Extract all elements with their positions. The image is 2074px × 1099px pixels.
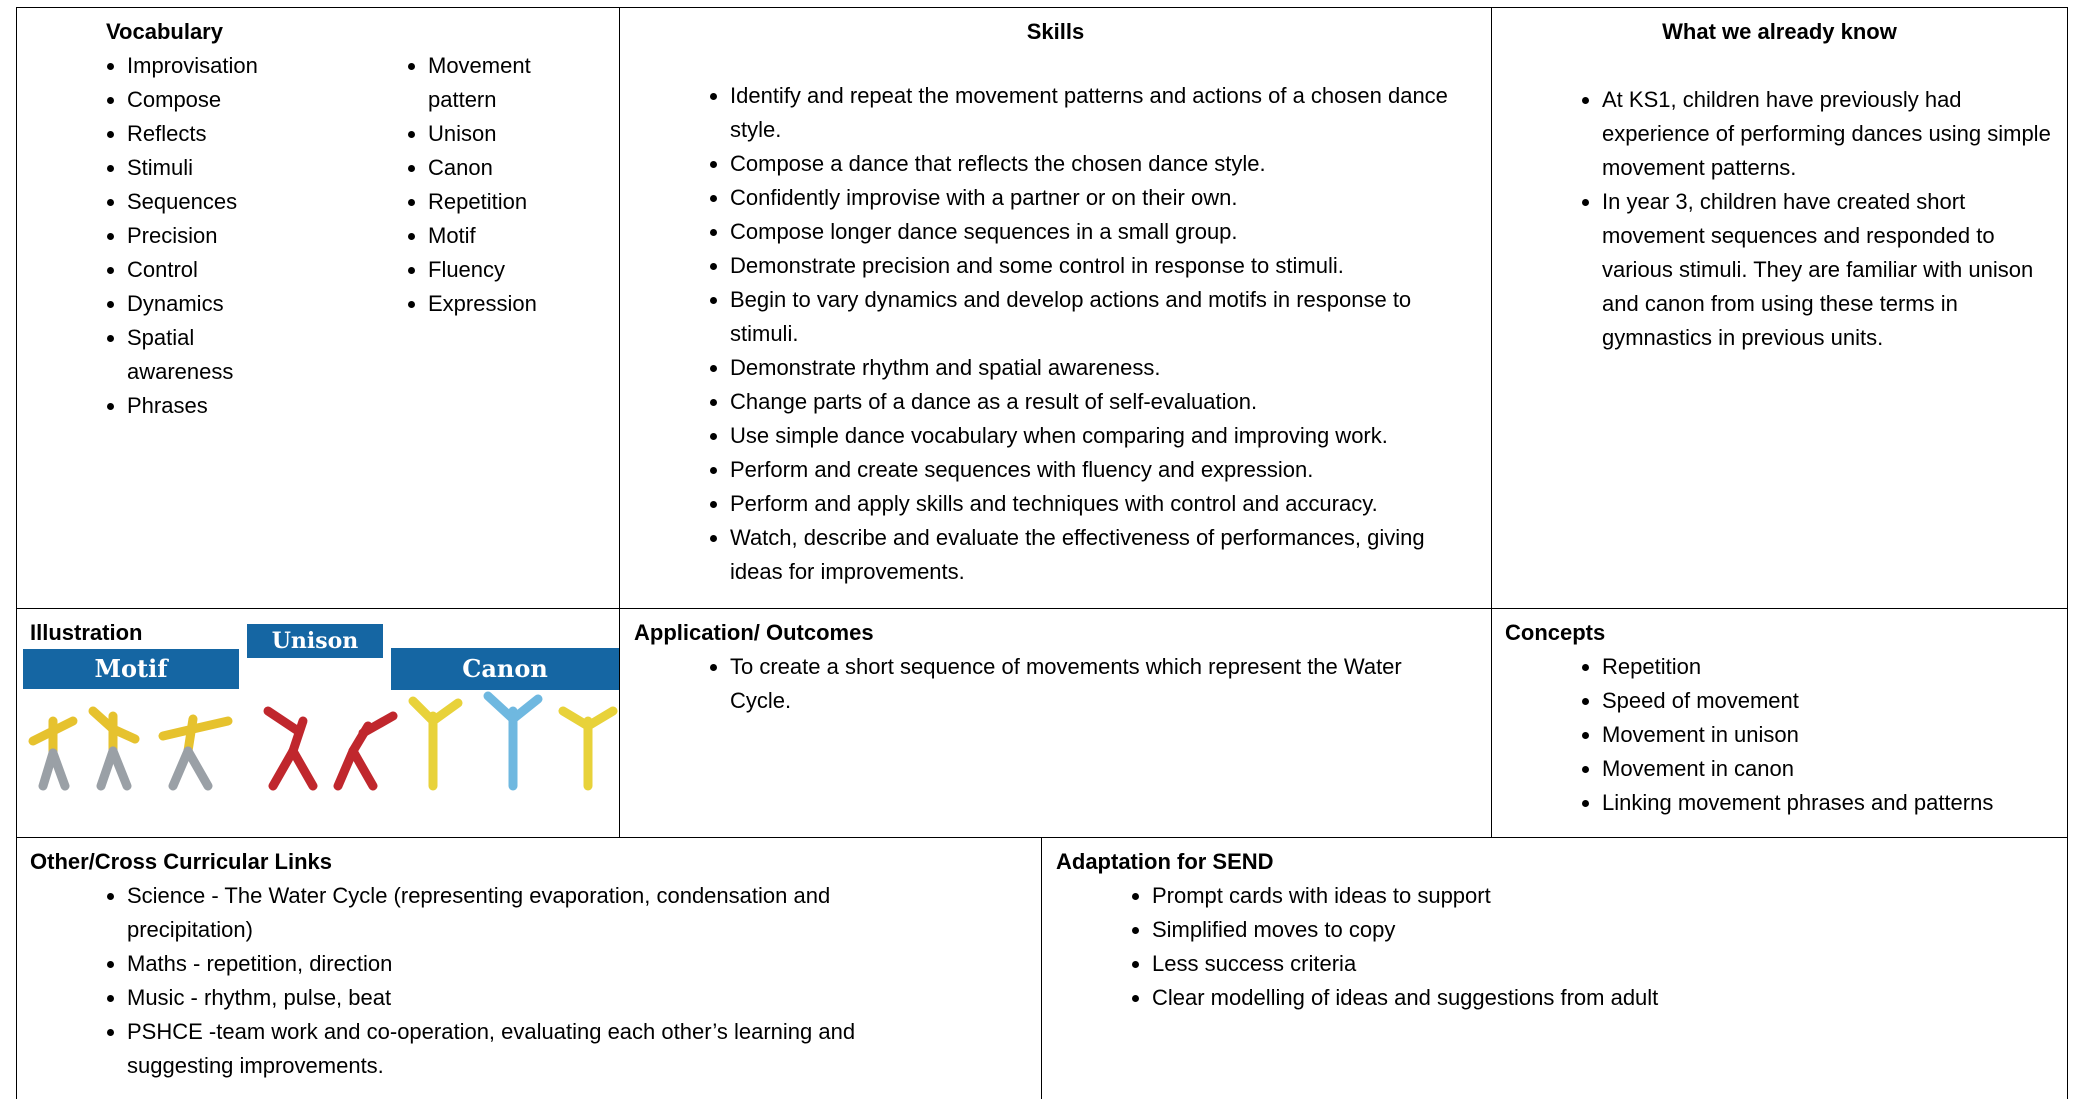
- list-item: Movement in canon: [1602, 752, 2062, 786]
- list-item: Identify and repeat the movement pattern…: [730, 79, 1460, 147]
- list-item: Simplified moves to copy: [1152, 913, 1952, 947]
- list-item: Perform and apply skills and techniques …: [730, 487, 1460, 521]
- list-item: Spatial awareness: [127, 321, 287, 389]
- send-list: Prompt cards with ideas to supportSimpli…: [1042, 879, 1952, 1015]
- prior-knowledge-list: At KS1, children have previously had exp…: [1492, 83, 2052, 355]
- list-item: Sequences: [127, 185, 287, 219]
- vocabulary-list: Movement patternUnisonCanonRepetitionMot…: [318, 49, 593, 321]
- section-title: What we already know: [1662, 19, 1897, 44]
- list-item: Movement pattern: [428, 49, 593, 117]
- list-item: At KS1, children have previously had exp…: [1602, 83, 2052, 185]
- list-item: Stimuli: [127, 151, 287, 185]
- section-title: Adaptation for SEND: [1056, 849, 1274, 874]
- list-item: Fluency: [428, 253, 593, 287]
- prior-knowledge-cell: What we already know At KS1, children ha…: [1491, 7, 2068, 609]
- list-item: Use simple dance vocabulary when compari…: [730, 419, 1460, 453]
- vocabulary-cell: Vocabulary ImprovisationComposeReflectsS…: [16, 7, 620, 609]
- list-item: Phrases: [127, 389, 287, 423]
- list-item: Dynamics: [127, 287, 287, 321]
- list-item: Less success criteria: [1152, 947, 1952, 981]
- skills-list: Identify and repeat the movement pattern…: [620, 79, 1460, 589]
- application-list: To create a short sequence of movements …: [620, 650, 1460, 718]
- section-title: Application/ Outcomes: [634, 620, 874, 645]
- list-item: Confidently improvise with a partner or …: [730, 181, 1460, 215]
- section-title: Illustration: [30, 620, 143, 645]
- list-item: Speed of movement: [1602, 684, 2062, 718]
- list-item: Linking movement phrases and patterns: [1602, 786, 2062, 820]
- cross-curricular-cell: Other/Cross Curricular Links Science - T…: [16, 837, 1042, 1099]
- list-item: Compose longer dance sequences in a smal…: [730, 215, 1460, 249]
- list-item: Reflects: [127, 117, 287, 151]
- vocabulary-list: ImprovisationComposeReflectsStimuliSeque…: [17, 49, 287, 423]
- list-item: Demonstrate rhythm and spatial awareness…: [730, 351, 1460, 385]
- list-item: PSHCE -team work and co-operation, evalu…: [127, 1015, 957, 1083]
- list-item: Control: [127, 253, 287, 287]
- list-item: Demonstrate precision and some control i…: [730, 249, 1460, 283]
- list-item: Clear modelling of ideas and suggestions…: [1152, 981, 1952, 1015]
- list-item: Change parts of a dance as a result of s…: [730, 385, 1460, 419]
- list-item: Compose a dance that reflects the chosen…: [730, 147, 1460, 181]
- section-title: Other/Cross Curricular Links: [30, 849, 332, 874]
- list-item: Repetition: [428, 185, 593, 219]
- image-label: Canon: [391, 648, 619, 690]
- list-item: In year 3, children have created short m…: [1602, 185, 2052, 355]
- image-label: Motif: [23, 649, 239, 689]
- list-item: Movement in unison: [1602, 718, 2062, 752]
- section-title: Concepts: [1505, 620, 1606, 645]
- concepts-list: RepetitionSpeed of movementMovement in u…: [1492, 650, 2062, 820]
- section-title: Vocabulary: [106, 19, 223, 44]
- list-item: Canon: [428, 151, 593, 185]
- list-item: Motif: [428, 219, 593, 253]
- list-item: Repetition: [1602, 650, 2062, 684]
- list-item: Perform and create sequences with fluenc…: [730, 453, 1460, 487]
- list-item: Compose: [127, 83, 287, 117]
- list-item: To create a short sequence of movements …: [730, 650, 1460, 718]
- section-title: Skills: [1026, 19, 1085, 44]
- list-item: Prompt cards with ideas to support: [1152, 879, 1952, 913]
- illustration-cell: Illustration Motif Unison Canon: [16, 608, 620, 838]
- send-cell: Adaptation for SEND Prompt cards with id…: [1041, 837, 2068, 1099]
- skills-cell: Skills Identify and repeat the movement …: [619, 7, 1492, 609]
- application-cell: Application/ Outcomes To create a short …: [619, 608, 1492, 838]
- list-item: Unison: [428, 117, 593, 151]
- list-item: Science - The Water Cycle (representing …: [127, 879, 957, 947]
- list-item: Maths - repetition, direction: [127, 947, 957, 981]
- image-label: Unison: [247, 624, 383, 658]
- list-item: Music - rhythm, pulse, beat: [127, 981, 957, 1015]
- list-item: Expression: [428, 287, 593, 321]
- cross-curricular-list: Science - The Water Cycle (representing …: [17, 879, 957, 1083]
- list-item: Watch, describe and evaluate the effecti…: [730, 521, 1460, 589]
- list-item: Begin to vary dynamics and develop actio…: [730, 283, 1460, 351]
- list-item: Improvisation: [127, 49, 287, 83]
- dancer-illustration: [28, 691, 618, 791]
- list-item: Precision: [127, 219, 287, 253]
- concepts-cell: Concepts RepetitionSpeed of movementMove…: [1491, 608, 2068, 838]
